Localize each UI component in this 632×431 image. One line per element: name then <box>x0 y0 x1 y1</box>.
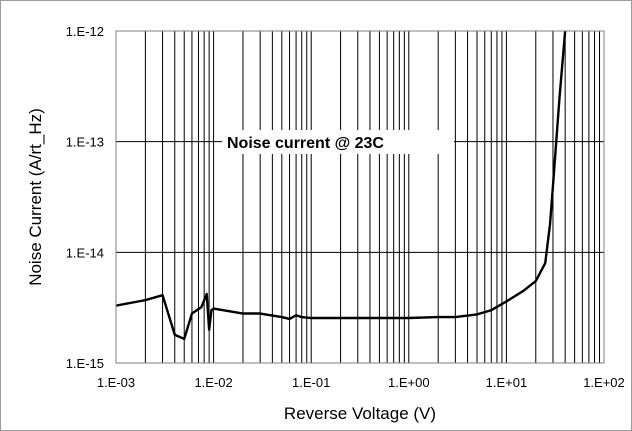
x-tick-labels: 1.E-03 1.E-02 1.E-01 1.E+00 1.E+01 1.E+02 <box>97 375 625 390</box>
x-axis-title: Reverse Voltage (V) <box>284 404 436 423</box>
y-tick-labels: 1.E-12 1.E-13 1.E-14 1.E-15 <box>66 24 104 371</box>
plot-border <box>115 30 605 364</box>
x-tick-label: 1.E-01 <box>292 375 330 390</box>
y-axis-title: Noise Current (A/rt_Hz) <box>26 108 45 286</box>
y-tick-label: 1.E-12 <box>66 24 104 39</box>
annotation-background <box>222 130 454 154</box>
plot-area <box>116 31 604 363</box>
x-tick-label: 1.E-03 <box>97 375 135 390</box>
series-layer <box>115 30 567 341</box>
x-tick-label: 1.E+02 <box>583 375 625 390</box>
y-tick-label: 1.E-14 <box>66 245 104 260</box>
x-tick-label: 1.E+01 <box>486 375 528 390</box>
noise-current-line <box>115 30 567 341</box>
y-tick-label: 1.E-15 <box>66 356 104 371</box>
y-tick-label: 1.E-13 <box>66 135 104 150</box>
grid <box>116 31 604 363</box>
x-tick-label: 1.E+00 <box>388 375 430 390</box>
annotation-noise-current: Noise current @ 23C <box>227 135 384 152</box>
x-tick-label: 1.E-02 <box>194 375 232 390</box>
